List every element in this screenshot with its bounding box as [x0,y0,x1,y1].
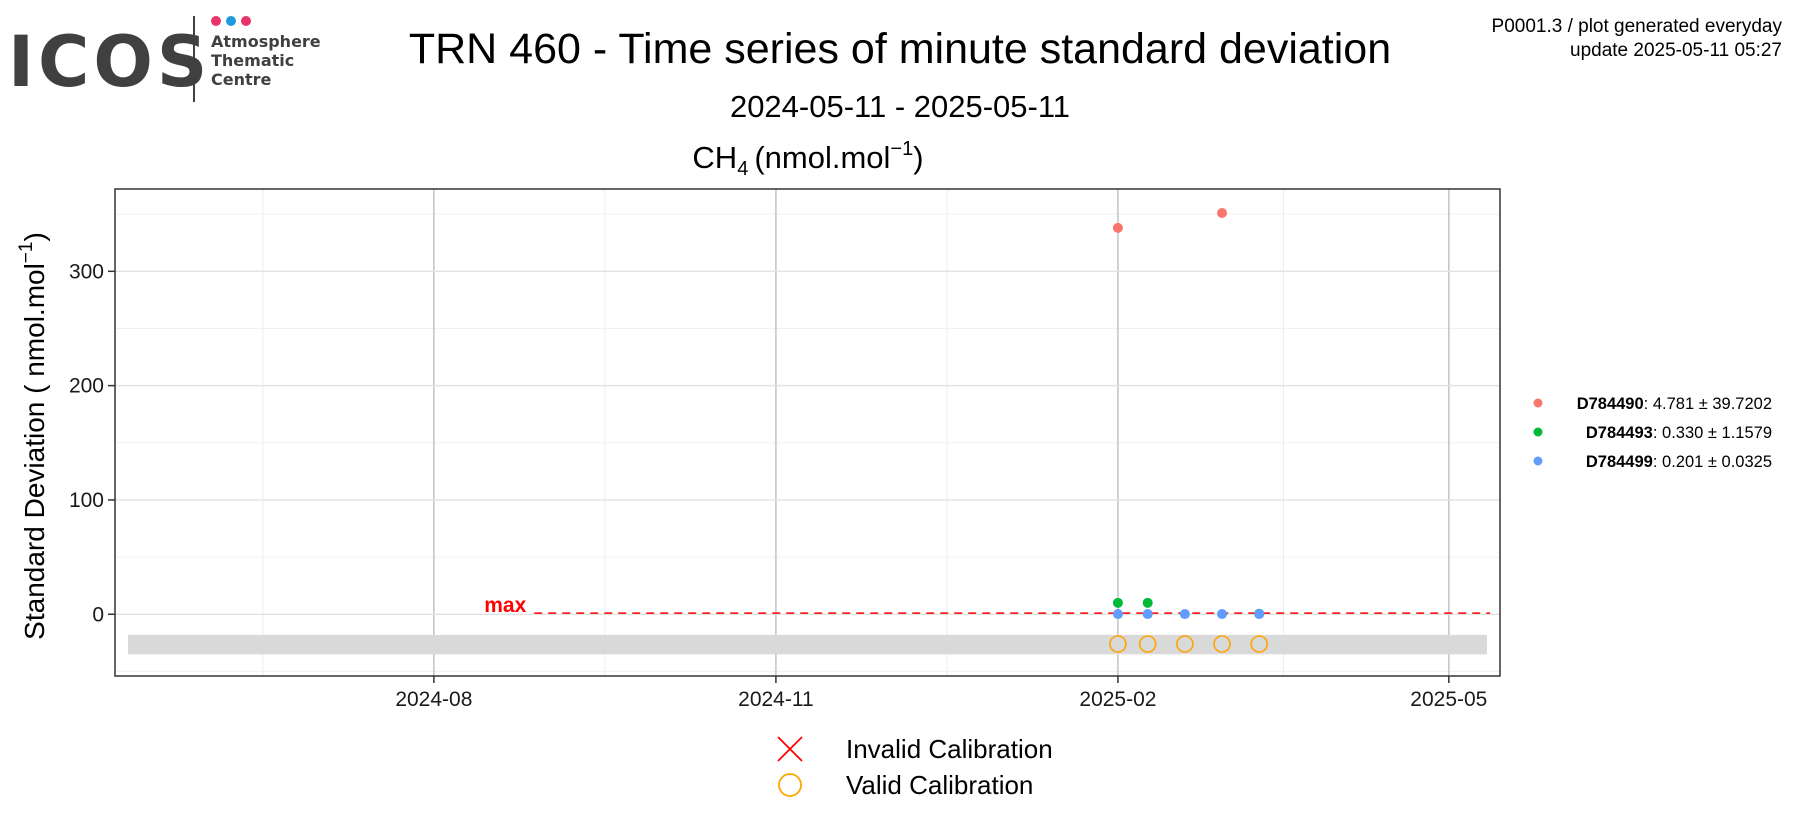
x-tick-label: 2024-08 [395,688,472,711]
point-D784490 [1112,222,1123,233]
panel-title-close: ) [913,140,923,175]
meta-update-time: update 2025-05-11 05:27 [1570,40,1782,61]
data-points [1112,208,1265,620]
legend-series-stats: : 0.201 ± 0.0325 [1653,453,1772,471]
legend-key-D784490 [1533,398,1543,408]
y-tick-label: 300 [69,260,104,283]
calibration-legend: Invalid Calibration Valid Calibration [777,734,1053,800]
logo-wordmark: ICOS [8,21,211,103]
y-axis-ticks: 0 100 200 300 [69,260,115,626]
legend-key-D784493 [1533,427,1543,437]
grid-minor [115,189,1500,676]
logo-line-centre: Centre [211,70,272,89]
calibration-legend-label: Invalid Calibration [846,734,1053,764]
valid-calibration-key [778,773,802,797]
meta-generation-note: P0001.3 / plot generated everyday [1492,16,1783,37]
grid-major [115,189,1500,676]
valid-calibration-markers [1109,635,1269,653]
legend-series-name: D784490 [1577,395,1644,413]
panel-title-subscript: 4 [737,158,748,180]
chart-subtitle: 2024-05-11 - 2025-05-11 [730,89,1070,124]
x-tick-label: 2025-02 [1079,688,1156,711]
point-D784490 [1217,208,1228,219]
logo-line-atmosphere: Atmosphere [211,32,321,51]
max-threshold-label: max [484,594,526,617]
x-tick-label: 2025-05 [1410,688,1487,711]
series-legend: D784490: 4.781 ± 39.7202 D784493: 0.330 ±… [1533,395,1772,471]
y-axis-title-close: ) [19,232,50,241]
point-D784499 [1217,609,1228,620]
logo-dot-3 [241,16,251,26]
logo-dot-1 [211,16,221,26]
legend-key-D784499 [1533,456,1543,466]
point-D784493 [1112,597,1123,608]
legend-series-stats: : 0.330 ± 1.1579 [1653,424,1772,442]
x-tick-label: 2024-11 [738,688,814,711]
plot-panel-border [114,188,1501,677]
panel-title: CH4 (nmol.mol−1) [692,138,923,180]
logo-dot-2 [226,16,236,26]
panel-title-unit: (nmol.mol [754,140,890,175]
legend-entry-D784490: D784490: 4.781 ± 39.7202 [1577,395,1772,413]
valid-calibration-marker [1176,635,1194,653]
panel-title-superscript: −1 [890,138,913,160]
point-D784499 [1142,609,1153,620]
valid-calibration-marker [1138,635,1157,653]
panel-title-species: CH [692,140,737,175]
valid-calibration-marker [1213,635,1231,653]
icos-logo: ICOS Atmosphere Thematic Centre [8,16,321,103]
y-tick-label: 100 [69,489,104,512]
logo-line-thematic: Thematic [211,51,294,70]
y-axis-title: Standard Deviation ( nmol.mol−1) [16,232,50,640]
y-tick-label: 200 [69,375,104,398]
y-axis-title-text: Standard Deviation ( nmol.mol [19,263,50,640]
calibration-band [128,634,1487,655]
point-D784499 [1254,609,1265,620]
calibration-band-layer [128,634,1487,655]
point-D784499 [1112,609,1123,620]
chart-title: TRN 460 - Time series of minute standard… [409,25,1391,73]
valid-calibration-marker [1109,635,1127,653]
legend-entry-D784499: D784499: 0.201 ± 0.0325 [1586,453,1772,471]
x-axis-ticks: 2024-08 2024-11 2025-02 2025-05 [395,676,1487,711]
legend-series-name: D784499 [1586,453,1653,471]
calibration-legend-label: Valid Calibration [846,770,1033,800]
point-D784493 [1142,597,1153,608]
y-axis-title-superscript: −1 [16,242,37,264]
legend-series-stats: : 4.781 ± 39.7202 [1644,395,1772,413]
invalid-calibration-key [777,736,803,762]
y-tick-label: 0 [92,603,104,626]
point-D784499 [1179,609,1190,620]
legend-entry-D784493: D784493: 0.330 ± 1.1579 [1586,424,1772,442]
valid-calibration-marker [1250,635,1269,653]
max-threshold-layer: max [484,594,1490,617]
legend-series-name: D784493 [1586,424,1653,442]
